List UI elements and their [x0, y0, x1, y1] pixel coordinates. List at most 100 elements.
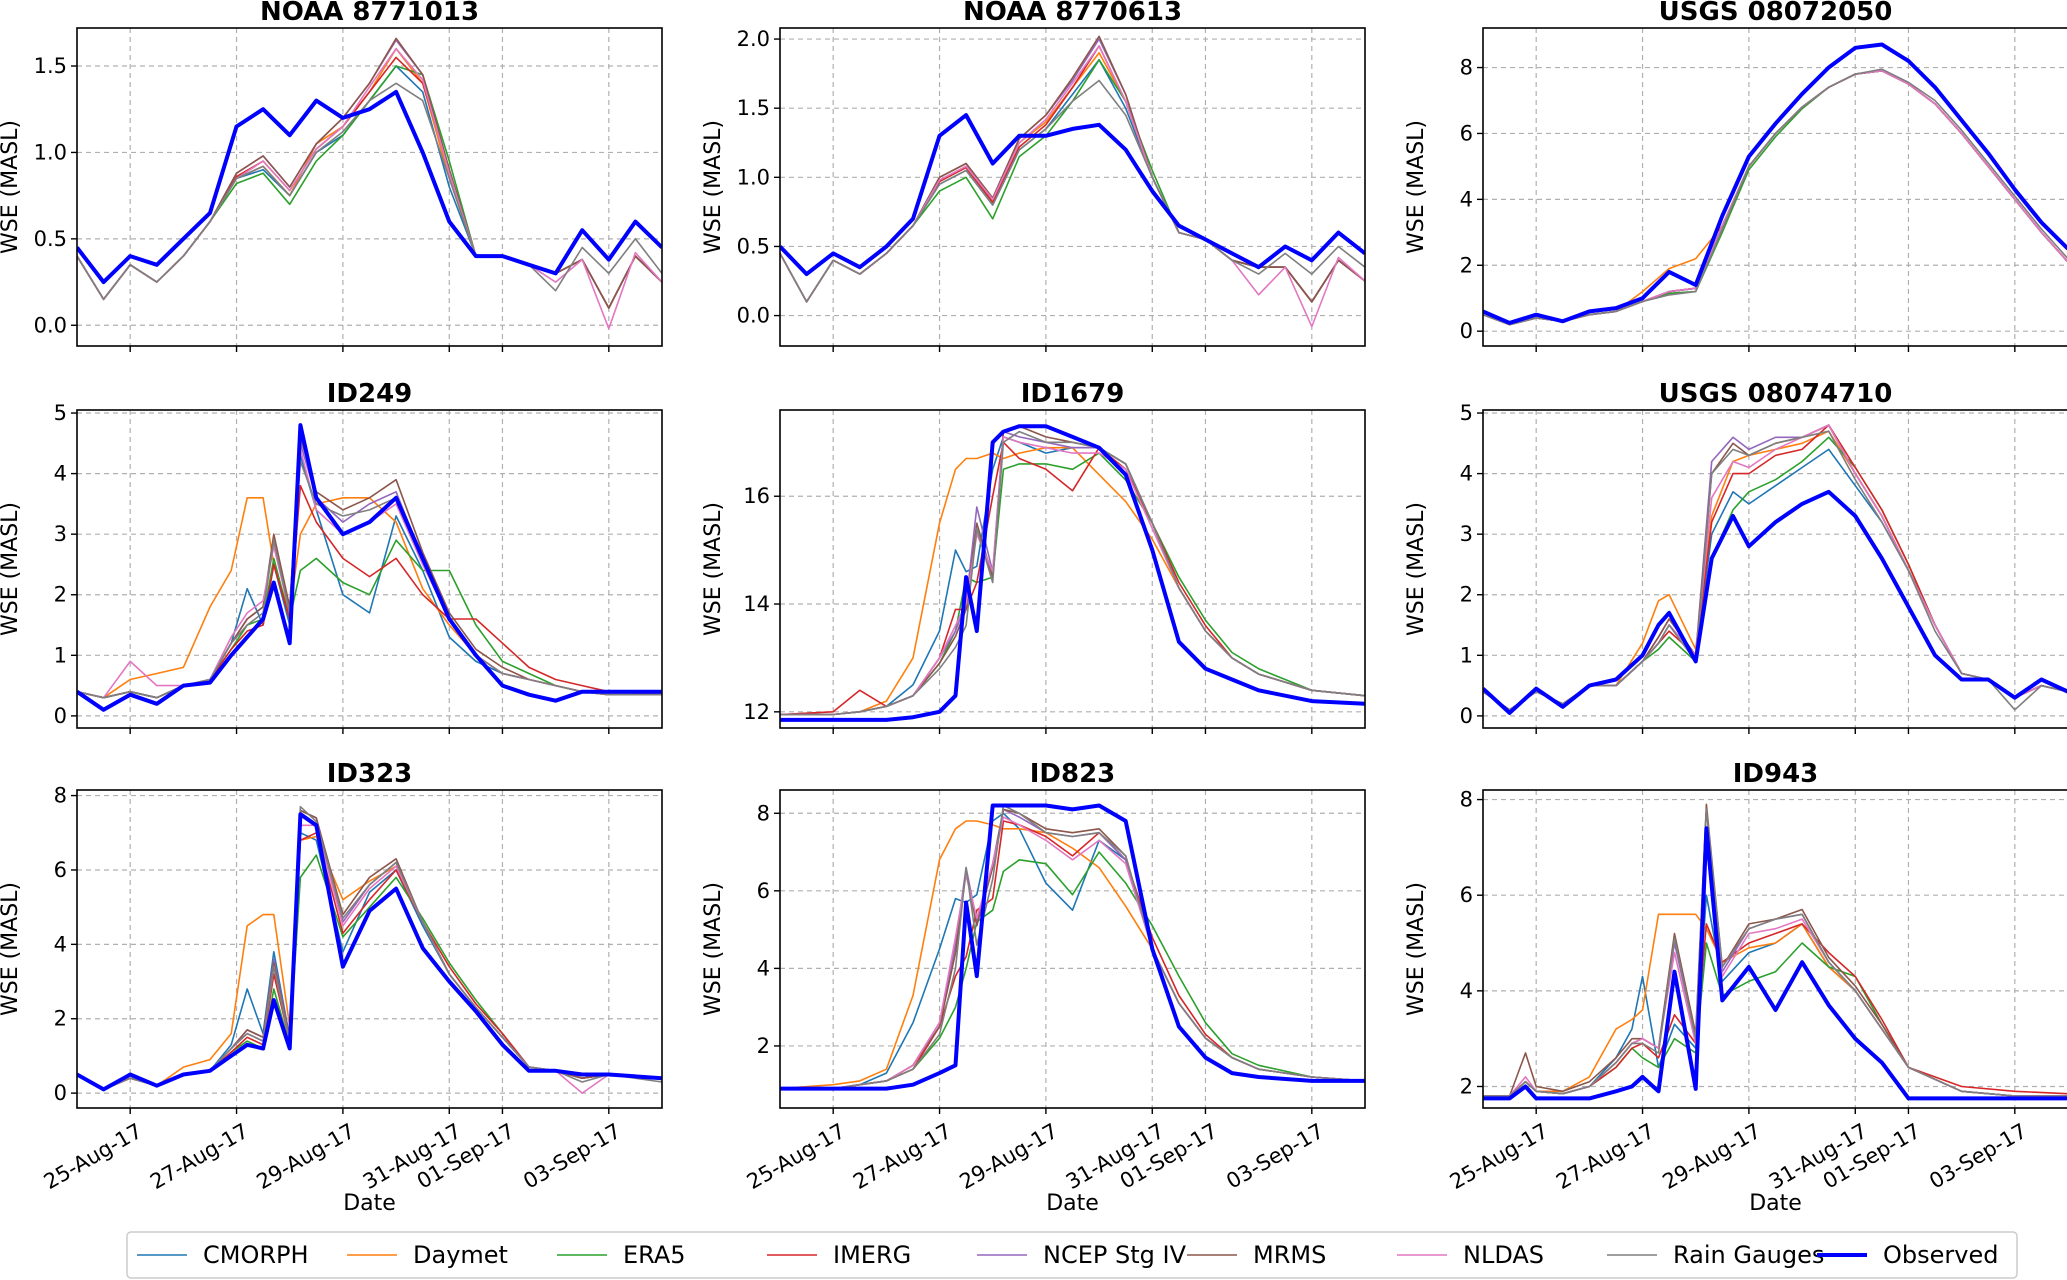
series-line-era5	[1483, 436, 2067, 711]
y-tick-label: 4	[1460, 979, 1473, 1003]
legend-label: IMERG	[833, 1241, 911, 1269]
y-axis-label: WSE (MASL)	[0, 502, 23, 636]
series-line-ncep-stg-iv	[780, 430, 1365, 716]
legend-item: CMORPH	[137, 1241, 309, 1269]
series-line-rain-gauges	[1483, 808, 2067, 1097]
axes-frame	[1482, 409, 2067, 729]
y-axis-label: WSE (MASL)	[1404, 120, 1429, 254]
legend-item: ERA5	[557, 1241, 686, 1269]
series-line-ncep-stg-iv	[1483, 70, 2067, 326]
series-line-imerg	[77, 831, 662, 1091]
panel-title: NOAA 8770613	[963, 0, 1182, 27]
series-line-nldas	[1483, 70, 2067, 326]
y-tick-label: 2	[1460, 1074, 1473, 1098]
series-line-ncep-stg-iv	[77, 442, 662, 699]
axes-frame	[76, 789, 663, 1109]
y-tick-label: 4	[1460, 187, 1473, 211]
series-line-cmorph	[780, 58, 1365, 303]
y-tick-label: 3	[54, 522, 67, 546]
series-line-daymet	[1483, 70, 2067, 326]
y-tick-label: 2.0	[737, 27, 770, 51]
series-line-cmorph	[77, 831, 662, 1091]
series-line-nldas	[77, 824, 662, 1094]
series-line-era5	[780, 452, 1365, 716]
y-tick-label: 6	[757, 879, 770, 903]
panel-title: USGS 08074710	[1659, 379, 1893, 409]
axes-frame	[1482, 789, 2067, 1109]
series-line-imerg	[1483, 70, 2067, 326]
y-tick-label: 0	[1460, 704, 1473, 728]
y-tick-label: 0.5	[737, 234, 770, 258]
y-tick-label: 5	[54, 401, 67, 425]
x-tick-label: 27-Aug-17	[1552, 1119, 1659, 1194]
series-line-observed	[1483, 489, 2067, 715]
panel-title: USGS 08072050	[1659, 0, 1893, 27]
y-tick-label: 4	[54, 932, 67, 956]
y-tick-label: 4	[757, 956, 770, 980]
series-group	[780, 424, 1365, 722]
legend-label: NLDAS	[1463, 1241, 1544, 1269]
legend-item: IMERG	[767, 1241, 911, 1269]
y-axis-label: WSE (MASL)	[701, 502, 726, 636]
y-axis-label: WSE (MASL)	[0, 120, 23, 254]
series-line-rain-gauges	[77, 805, 662, 1091]
y-tick-label: 16	[743, 484, 770, 508]
y-tick-label: 0	[54, 704, 67, 728]
x-tick-label: 03-Sep-17	[1925, 1119, 2031, 1194]
series-line-era5	[77, 854, 662, 1091]
series-line-cmorph	[77, 65, 662, 309]
panel-title: ID943	[1733, 759, 1819, 789]
series-line-mrms	[1483, 70, 2067, 326]
axes-frame	[779, 409, 1366, 729]
series-line-rain-gauges	[77, 82, 662, 301]
y-axis-label: WSE (MASL)	[1404, 502, 1429, 636]
panel-1: 0.0 0.5 1.0 1.5 NOAA 8771013 WSE (MASL)	[0, 0, 663, 352]
y-tick-label: 1	[54, 643, 67, 667]
legend: CMORPH Daymet ERA5 IMERG NCEP Stg IV MRMS NLDA…	[126, 1231, 2018, 1279]
series-line-mrms	[77, 436, 662, 699]
series-line-nldas	[1483, 424, 2067, 711]
legend-label: NCEP Stg IV	[1043, 1241, 1187, 1269]
series-group	[1483, 803, 2067, 1101]
legend-label: MRMS	[1253, 1241, 1326, 1269]
y-tick-label: 14	[743, 592, 770, 616]
x-tick-label: 27-Aug-17	[849, 1119, 956, 1194]
series-line-observed	[780, 803, 1365, 1091]
series-line-observed	[77, 812, 662, 1092]
series-line-era5	[1483, 942, 2067, 1097]
series-line-era5	[77, 539, 662, 699]
x-axis-label: Date	[1046, 1191, 1099, 1216]
series-line-cmorph	[780, 812, 1365, 1090]
x-tick-label: 29-Aug-17	[1658, 1119, 1765, 1194]
panel-title: ID823	[1030, 759, 1116, 789]
series-line-imerg	[780, 820, 1365, 1090]
series-line-ncep-stg-iv	[1483, 424, 2067, 711]
series-line-mrms	[1483, 424, 2067, 711]
y-tick-label: 0	[1460, 319, 1473, 343]
series-line-imerg	[780, 441, 1365, 716]
panel-title: ID1679	[1021, 379, 1125, 409]
series-line-nldas	[780, 816, 1365, 1090]
series-line-era5	[1483, 70, 2067, 326]
series-group	[1483, 424, 2067, 715]
y-tick-label: 8	[757, 801, 770, 825]
y-axis-label: WSE (MASL)	[701, 120, 726, 254]
x-tick-label: 29-Aug-17	[955, 1119, 1062, 1194]
legend-box	[126, 1231, 2018, 1279]
y-tick-label: 5	[1460, 401, 1473, 425]
series-line-cmorph	[1483, 70, 2067, 326]
x-tick-label: 27-Aug-17	[146, 1119, 253, 1194]
y-axis-label: WSE (MASL)	[1404, 882, 1429, 1016]
panel-5: 12 14 16 ID1679 WSE (MASL)	[701, 379, 1366, 734]
series-line-observed	[1483, 826, 2067, 1101]
legend-label: ERA5	[623, 1241, 686, 1269]
series-line-era5	[77, 65, 662, 309]
series-group	[77, 37, 662, 330]
series-line-ncep-stg-iv	[1483, 808, 2067, 1097]
y-tick-label: 12	[743, 700, 770, 724]
axes-frame	[76, 27, 663, 347]
series-line-observed	[780, 113, 1365, 277]
